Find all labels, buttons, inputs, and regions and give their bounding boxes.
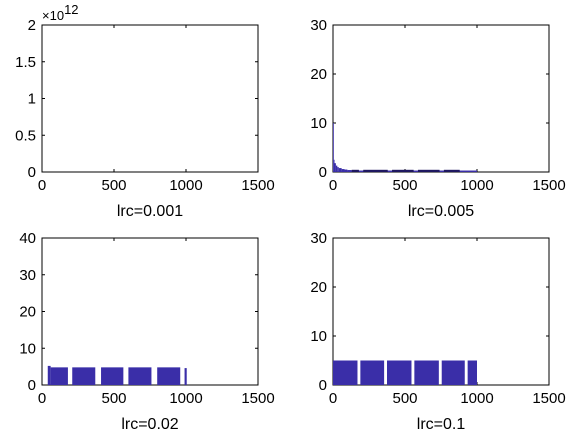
bar: [333, 159, 335, 172]
bar: [347, 170, 352, 172]
y-ticks: 0 10 20 30: [310, 17, 549, 181]
axes-box: [41, 24, 259, 173]
axes-box: [332, 24, 550, 173]
x-tick-label: 500: [392, 177, 417, 194]
bar: [338, 168, 342, 172]
y-exponent-label: ×1012: [42, 2, 79, 23]
bar-series: [333, 123, 477, 172]
bar: [72, 367, 96, 385]
x-tick-label: 0: [329, 177, 337, 194]
bar: [344, 169, 348, 172]
y-tick-label: 10: [310, 328, 327, 345]
subplot-lrc-0.02: 0 500 1000 1500 0 10 20 30 40 lrc=0.02: [19, 230, 274, 433]
y-tick-label: 0: [319, 164, 327, 181]
y-tick-label: 20: [310, 279, 327, 296]
axes-box: [41, 237, 259, 386]
bar: [101, 367, 124, 385]
y-tick-label: 10: [19, 340, 36, 357]
y-tick-label: 0: [28, 377, 36, 394]
bar: [157, 367, 181, 385]
bar: [392, 169, 414, 172]
bar: [467, 360, 477, 385]
x-axis-label: lrc=0.005: [408, 203, 474, 220]
x-tick-label: 500: [101, 177, 126, 194]
bar: [128, 367, 152, 385]
y-tick-label: 40: [19, 230, 36, 247]
x-ticks: 0 500 1000 1500: [38, 25, 275, 194]
x-ticks: 0 500 1000 1500: [329, 238, 566, 407]
y-tick-label: 1.5: [15, 54, 36, 71]
bar: [335, 165, 338, 172]
x-axis-label: lrc=0.001: [117, 203, 183, 220]
y-tick-label: 20: [19, 304, 36, 321]
bar: [351, 170, 477, 172]
x-tick-label: 1000: [460, 177, 493, 194]
x-tick-label: 0: [329, 390, 337, 407]
bar: [360, 360, 385, 385]
x-tick-label: 1000: [169, 177, 202, 194]
bar: [351, 169, 359, 172]
y-tick-label: 30: [310, 17, 327, 34]
bar: [414, 360, 439, 385]
subplot-lrc-0.001: 0 500 1000 1500 0 0.5 1 1.5 2 ×1012 lrc=0.001: [15, 2, 275, 220]
y-ticks: 0 10 20 30: [310, 230, 549, 394]
bar: [417, 169, 440, 172]
y-tick-label: 20: [310, 66, 327, 83]
y-tick-label: 30: [310, 230, 327, 247]
bar: [47, 365, 51, 385]
x-tick-label: 1500: [241, 390, 274, 407]
bar: [50, 367, 68, 385]
bar: [363, 169, 388, 172]
x-tick-label: 500: [392, 390, 417, 407]
x-ticks: 0 500 1000 1500: [329, 25, 566, 194]
bar: [441, 360, 465, 385]
x-ticks: 0 500 1000 1500: [38, 238, 275, 407]
bar: [341, 169, 345, 172]
y-tick-label: 0: [319, 377, 327, 394]
subplot-lrc-0.1: 0 500 1000 1500 0 10 20 30 lrc=0.1: [310, 230, 565, 433]
x-axis-label: lrc=0.1: [417, 416, 466, 433]
y-tick-label: 1: [28, 91, 36, 108]
y-tick-label: 10: [310, 115, 327, 132]
x-tick-label: 1000: [460, 390, 493, 407]
y-tick-label: 30: [19, 267, 36, 284]
x-tick-label: 500: [101, 390, 126, 407]
bar: [387, 360, 412, 385]
y-tick-label: 0: [28, 164, 36, 181]
subplot-lrc-0.005: 0 500 1000 1500 0 10 20 30 lrc=0.005: [310, 17, 565, 220]
bar-series: [47, 365, 187, 385]
bar: [184, 368, 187, 385]
bar: [333, 360, 358, 385]
x-tick-label: 1500: [532, 390, 565, 407]
bar: [333, 123, 334, 172]
bar: [337, 167, 339, 172]
y-ticks: 0 10 20 30 40: [19, 230, 258, 394]
bar: [443, 169, 460, 172]
x-tick-label: 1500: [532, 177, 565, 194]
bar-series: [333, 360, 477, 385]
y-tick-label: 0.5: [15, 127, 36, 144]
x-tick-label: 1000: [169, 390, 202, 407]
bar: [334, 163, 336, 172]
x-tick-label: 1500: [241, 177, 274, 194]
x-tick-label: 0: [38, 390, 46, 407]
x-axis-label: lrc=0.02: [121, 416, 178, 433]
y-tick-label: 2: [28, 17, 36, 34]
y-ticks: 0 0.5 1 1.5 2: [15, 17, 258, 181]
x-tick-label: 0: [38, 177, 46, 194]
